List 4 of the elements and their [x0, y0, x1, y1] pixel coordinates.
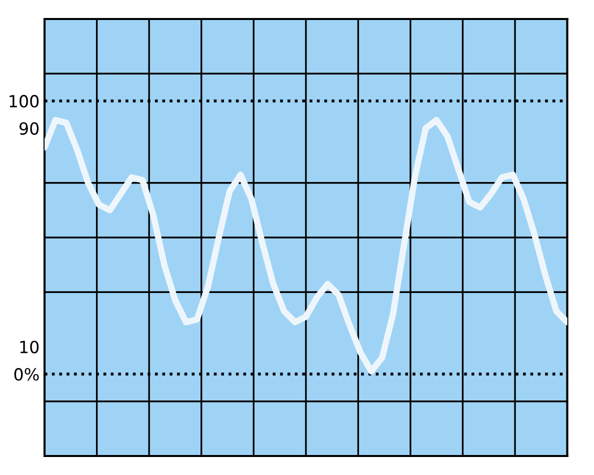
y-tick-label: 0% — [14, 368, 39, 381]
y-tick-label: 100 — [10, 94, 39, 108]
y-tick-label: 10 — [20, 340, 39, 354]
y-tick-label: 90 — [20, 122, 39, 135]
